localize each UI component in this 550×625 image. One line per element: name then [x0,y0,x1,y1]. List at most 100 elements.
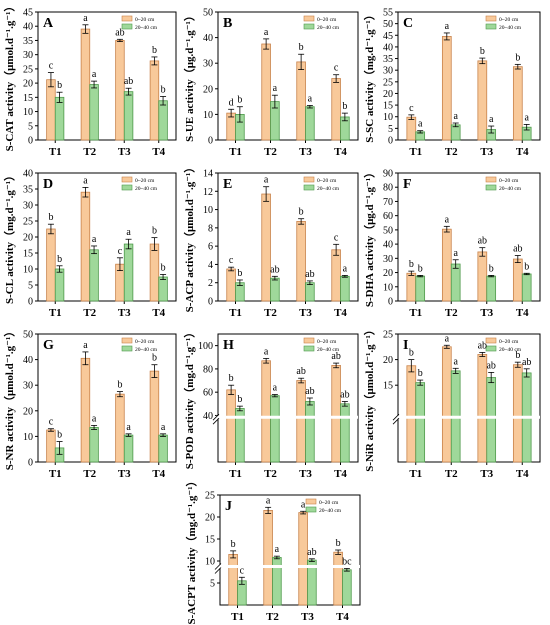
legend-label: 0~20 cm [499,339,519,345]
y-axis-label: S-SC activity（mg.d⁻¹.g⁻¹） [363,9,376,142]
legend-label: 0~20 cm [317,17,337,23]
bar [226,389,236,463]
bar [115,40,125,141]
bar [149,243,160,302]
panel-b: 0 10 20 30 40 50 S-UE activity（μg.d⁻¹.g⁻¹） B 0~2… [183,8,359,158]
y-tick-label: 60 [383,211,393,222]
y-tick-label: 40 [23,169,33,180]
legend-swatch [303,23,315,30]
legend-label: 0~20 cm [135,17,155,23]
panel-letter: D [43,177,53,192]
x-tick-label: T1 [49,468,62,480]
panel-letter: F [403,177,412,192]
y-tick-label: 10 [203,205,213,216]
legend-label: 20~40 cm [317,347,340,353]
y-tick-label: 2 [208,278,213,289]
significance-letter: a [92,413,97,424]
y-tick-label: 70 [383,197,393,208]
bar [270,277,280,302]
significance-letter: c [49,61,54,72]
significance-letter: bc [342,556,352,567]
significance-letter: c [49,417,54,428]
bar [331,249,341,302]
y-tick-label: 50 [383,19,393,30]
bar [123,243,134,302]
panel-letter: I [403,338,408,353]
y-axis-label: S-ACP activity（μmol.d⁻¹.g⁻¹） [183,162,196,313]
y-tick-label: 20 [23,233,33,244]
bar [46,79,56,141]
legend-swatch [485,15,497,22]
legend-label: 20~40 cm [319,508,342,514]
significance-letter: a [126,227,131,238]
bar [80,357,91,463]
y-tick-label: 15 [383,381,393,392]
significance-letter: b [231,539,236,550]
x-tick-label: T2 [445,468,458,480]
significance-letter: c [118,246,123,257]
x-tick-label: T3 [299,307,312,319]
plot-frame [37,333,177,463]
significance-letter: b [161,84,166,95]
plot-frame [217,333,359,463]
legend-swatch [305,506,317,513]
y-tick-label: 0 [28,458,33,469]
significance-letter: a [161,422,166,433]
panel-a: 0 5 10 15 20 25 30 35 40 45 S-CAT activity（μmol.d⁻… [3,1,177,158]
y-axis-label: S-NR activity（μmol.d⁻¹.g⁻¹） [3,326,16,471]
x-tick-label: T1 [49,146,62,158]
significance-letter: a [264,175,269,186]
panel-letter: G [43,338,54,353]
bar [342,569,352,606]
x-tick-label: T1 [229,307,242,319]
legend-swatch [303,345,315,352]
x-tick-label: T1 [231,611,244,623]
significance-letter: c [240,565,245,576]
significance-letter: a [301,499,306,510]
y-tick-label: 6 [208,242,213,253]
significance-letter: d [229,97,234,108]
y-tick-label: 15 [23,249,33,260]
significance-letter: b [418,263,423,274]
y-tick-label: 50 [23,330,33,341]
legend-label: 0~20 cm [135,178,155,184]
bar [123,434,134,463]
bar [450,124,461,141]
y-tick-label: 40 [23,22,33,33]
x-tick-label: T3 [480,307,493,319]
bar [80,191,91,302]
y-axis-label: S-POD activity（mg.d⁻¹.g⁻¹） [183,327,196,470]
y-tick-label: 25 [383,330,393,341]
significance-letter: a [126,422,131,433]
bar [158,276,168,302]
significance-letter: b [299,207,304,218]
y-tick-label: 15 [23,93,33,104]
significance-letter: ab [340,389,349,400]
y-tick-label: 0 [28,297,33,308]
legend-label: 20~40 cm [317,25,340,31]
legend-swatch [121,345,133,352]
significance-letter: a [445,333,450,344]
significance-letter: ab [331,351,340,362]
significance-letter: ab [307,547,316,558]
legend-label: 20~40 cm [135,186,158,192]
bar [228,554,238,606]
y-tick-label: 5 [210,579,215,590]
bar [272,557,282,606]
axis-break-mark [214,563,222,574]
significance-letter: b [409,259,414,270]
x-tick-label: T1 [49,307,62,319]
bar [415,382,426,463]
legend-swatch [485,184,497,191]
bar [331,78,341,141]
y-tick-label: 15 [383,101,393,112]
y-tick-label: 50 [203,8,213,19]
significance-letter: a [264,27,269,38]
bar [89,84,99,141]
y-tick-label: 25 [23,217,33,228]
y-tick-label: 40 [383,240,393,251]
significance-letter: b [299,42,304,53]
y-tick-label: 10 [23,265,33,276]
significance-letter: b [237,268,242,279]
